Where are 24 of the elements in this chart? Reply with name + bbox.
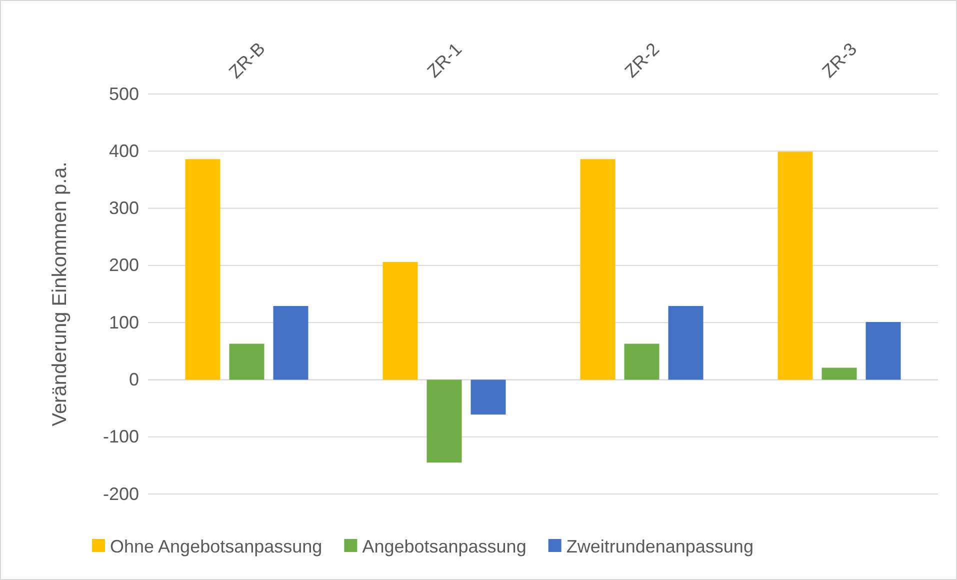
bar xyxy=(470,380,506,415)
bar xyxy=(866,322,901,380)
bar xyxy=(426,380,462,463)
bar xyxy=(229,344,264,380)
y-tick-label: 0 xyxy=(128,369,139,390)
bar xyxy=(822,368,857,380)
bar xyxy=(185,159,220,380)
y-axis-title: Veränderung Einkommen p.a. xyxy=(49,162,71,426)
y-tick-label: -200 xyxy=(102,484,139,504)
bar xyxy=(382,262,418,380)
bar xyxy=(624,344,660,380)
y-tick-label: 400 xyxy=(108,140,139,161)
y-tick-label: 200 xyxy=(108,255,139,276)
y-tick-label: 500 xyxy=(108,84,139,104)
y-tick-label: 100 xyxy=(108,312,139,332)
y-tick-label: -100 xyxy=(102,426,139,447)
bar xyxy=(778,152,813,380)
y-tick-label: 300 xyxy=(108,198,139,218)
bar xyxy=(580,159,616,380)
legend-label: Angebotsanpassung xyxy=(362,536,526,556)
legend-label: Ohne Angebotsanpassung xyxy=(110,536,322,556)
bar xyxy=(273,306,308,380)
bar xyxy=(668,306,704,380)
legend-label: Zweitrundenanpassung xyxy=(566,536,754,556)
